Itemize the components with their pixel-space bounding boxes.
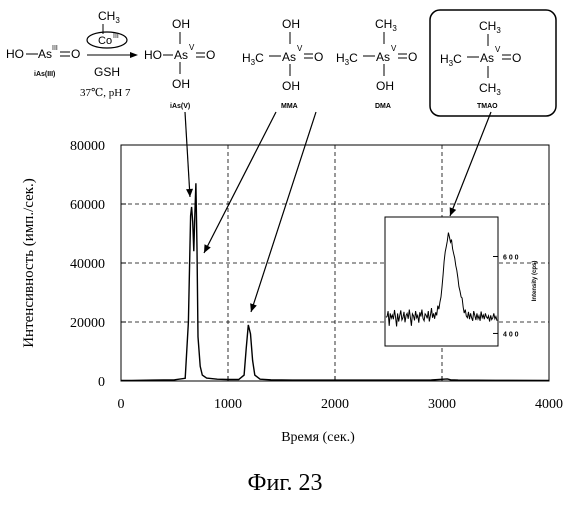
- mma-as: As: [282, 50, 296, 64]
- product-TMAO: CH3 H3C As V O CH3 TMAO: [430, 10, 556, 116]
- y-tick-label: 80000: [70, 139, 105, 154]
- y-tick-label: 60000: [70, 198, 105, 213]
- y-axis-label: Интенсивность (имп./сек.): [21, 178, 37, 348]
- reagent: CH3 Co III GSH 37℃, pH 7: [80, 9, 138, 99]
- mma-o: O: [314, 50, 323, 64]
- arrowhead-iasv: [186, 189, 193, 197]
- mma-top: OH: [282, 17, 300, 31]
- reactant-o: O: [71, 47, 80, 61]
- iasv-top: OH: [172, 17, 190, 31]
- x-tick-label: 3000: [428, 397, 456, 412]
- reagent-co: Co: [98, 35, 112, 47]
- tmao-inset: 4 0 0 6 0 0 Intensity (cps): [385, 217, 538, 346]
- x-tick-label: 4000: [535, 397, 563, 412]
- mma-label: MMA: [281, 103, 298, 110]
- reagent-gsh: GSH: [94, 65, 120, 79]
- tmao-left: H3C: [440, 52, 462, 68]
- tmao-label: TMAO: [477, 103, 498, 110]
- reagent-co-ox: III: [113, 33, 119, 40]
- mma-bottom: OH: [282, 79, 300, 93]
- figure-caption: Фиг. 23: [248, 470, 323, 496]
- dma-as: As: [376, 50, 390, 64]
- reactant-ox: III: [52, 45, 58, 52]
- y-tick-label: 40000: [70, 257, 105, 272]
- reagent-conditions: 37℃, pH 7: [80, 87, 131, 99]
- dma-o: O: [408, 50, 417, 64]
- arrowhead-tmao: [450, 207, 457, 216]
- inset-frame: [385, 217, 498, 346]
- product-DMA: CH3 H3C As V O OH DMA: [336, 17, 417, 110]
- tmao-ox: V: [495, 45, 501, 54]
- tmao-top: CH3: [479, 19, 501, 35]
- chromatogram-chart: 020000400006000080000 01000200030004000 …: [21, 112, 563, 445]
- reactant-label: iAs(III): [34, 71, 55, 78]
- mma-ox: V: [297, 44, 303, 53]
- y-tick-labels: 0 20000 40000 60000 80000: [70, 139, 105, 390]
- x-tick-labels: 0 1000 2000 3000 4000: [118, 397, 564, 412]
- iasv-ox: V: [189, 43, 195, 52]
- arrow-tmao: [450, 112, 491, 216]
- tmao-o: O: [512, 51, 521, 65]
- reactant-ho: HO: [6, 47, 24, 61]
- y-tick-label: 20000: [70, 316, 105, 331]
- reactant-as: As: [38, 47, 52, 61]
- iasv-left: HO: [144, 48, 162, 62]
- arrowhead-dma: [250, 303, 257, 312]
- arrow-iasv: [185, 112, 190, 197]
- dma-bottom: OH: [376, 79, 394, 93]
- inset-y-label: Intensity (cps): [532, 261, 538, 302]
- reagent-ch3: CH3: [98, 9, 120, 25]
- product-iAsV: OH HO As V O OH iAs(V): [144, 17, 215, 110]
- x-axis-label: Время (сек.): [281, 430, 355, 445]
- tmao-bottom: CH3: [479, 81, 501, 97]
- inset-y-tick-label: 6 0 0: [503, 254, 519, 261]
- arrow-mma: [204, 112, 276, 253]
- mma-left: H3C: [242, 51, 264, 67]
- dma-label: DMA: [375, 103, 391, 110]
- dma-ox: V: [391, 44, 397, 53]
- reaction-arrowhead: [130, 52, 138, 58]
- y-tick-label: 0: [98, 375, 105, 390]
- iasv-o: O: [206, 48, 215, 62]
- iasv-bottom: OH: [172, 77, 190, 91]
- dma-left: H3C: [336, 51, 358, 67]
- reactant-iAs3: HO As III O iAs(III): [6, 45, 80, 78]
- x-tick-label: 2000: [321, 397, 349, 412]
- iasv-as: As: [174, 48, 188, 62]
- reaction-scheme: HO As III O iAs(III) CH3 Co III GSH 37℃,…: [6, 9, 556, 116]
- iasv-label: iAs(V): [170, 103, 190, 110]
- x-tick-label: 1000: [214, 397, 242, 412]
- x-tick-label: 0: [118, 397, 125, 412]
- tmao-as: As: [480, 51, 494, 65]
- inset-y-tick-label: 4 0 0: [503, 331, 519, 338]
- dma-top: CH3: [375, 17, 397, 33]
- product-MMA: OH H3C As V O OH MMA: [242, 17, 323, 110]
